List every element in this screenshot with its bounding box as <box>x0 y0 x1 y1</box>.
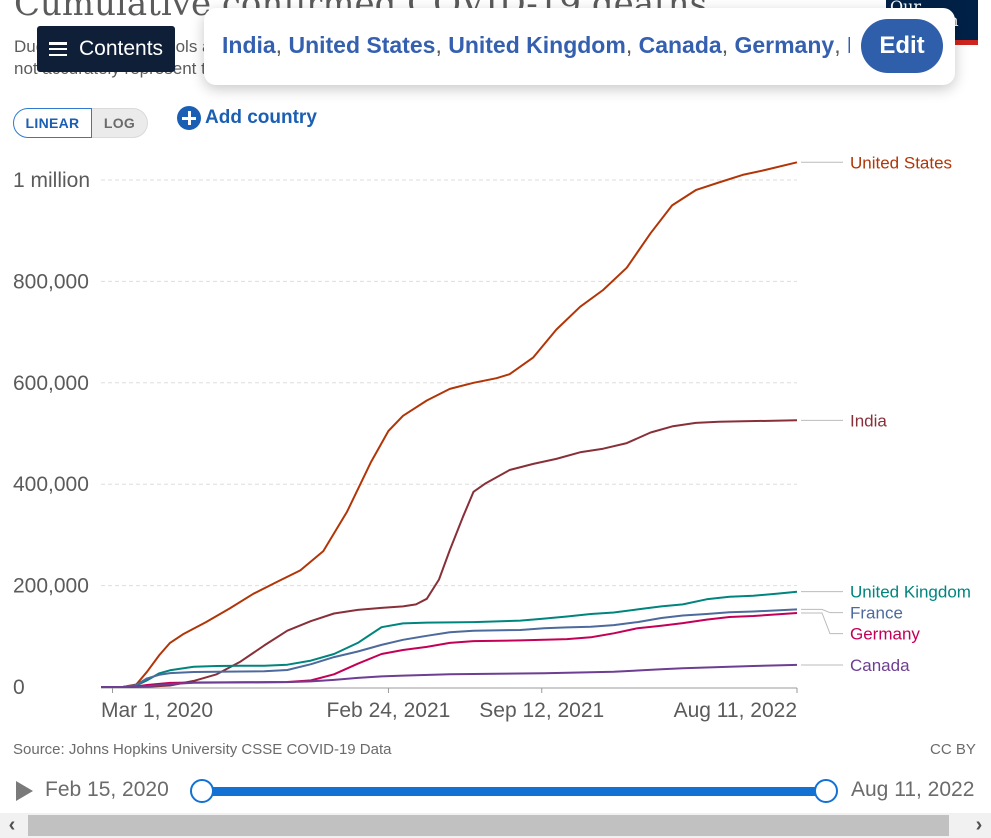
selected-country[interactable]: India <box>222 32 276 58</box>
linear-scale-button[interactable]: LINEAR <box>13 108 92 138</box>
legend-label[interactable]: India <box>850 411 887 430</box>
add-country-label: Add country <box>205 107 317 128</box>
country-separator: , <box>435 32 449 58</box>
series-line-france[interactable] <box>100 608 798 688</box>
series-line-india[interactable] <box>101 419 798 688</box>
y-tick-label: 1 million <box>13 169 90 192</box>
horizontal-scrollbar[interactable]: ‹ › <box>0 813 991 838</box>
x-tick-label: Sep 12, 2021 <box>479 699 604 722</box>
timeline-start-label: Feb 15, 2020 <box>45 778 169 801</box>
y-tick-label: 800,000 <box>13 270 89 293</box>
contents-button[interactable]: Contents <box>37 26 175 72</box>
legend-label[interactable]: Germany <box>850 625 920 644</box>
selected-countries-panel: India, United States, United Kingdom, Ca… <box>204 8 955 85</box>
series-line-germany[interactable] <box>101 612 798 688</box>
selected-countries-list: India, United States, United Kingdom, Ca… <box>222 32 850 59</box>
scrollbar-thumb[interactable] <box>28 815 949 836</box>
series-line-united-states[interactable] <box>100 161 798 688</box>
source-note[interactable]: Source: Johns Hopkins University CSSE CO… <box>13 741 392 758</box>
legend-connector <box>801 608 843 614</box>
timeline-track[interactable] <box>202 787 826 796</box>
play-icon[interactable] <box>16 781 33 801</box>
y-tick-label: 600,000 <box>13 372 89 395</box>
plus-circle-icon <box>177 106 201 130</box>
x-tick-label: Aug 11, 2022 <box>674 699 797 722</box>
y-tick-label: 200,000 <box>13 575 89 598</box>
country-separator: , <box>834 32 847 58</box>
scale-toggle: LINEAR LOG <box>13 108 148 138</box>
country-separator: , <box>721 32 735 58</box>
country-separator: , <box>275 32 289 58</box>
series-line-canada[interactable] <box>101 663 798 688</box>
legend-label[interactable]: France <box>850 604 903 623</box>
legend-label[interactable]: Canada <box>850 656 910 675</box>
legend-connector <box>801 612 843 635</box>
selected-country[interactable]: United States <box>288 32 436 58</box>
timeline-end-label: Aug 11, 2022 <box>851 778 975 801</box>
add-country-button[interactable]: Add country <box>177 106 317 130</box>
selected-country[interactable]: Canada <box>638 32 722 58</box>
scroll-right-arrow-icon[interactable]: › <box>975 814 983 836</box>
x-tick-label: Mar 1, 2020 <box>101 699 213 722</box>
scroll-left-arrow-icon[interactable]: ‹ <box>8 814 16 836</box>
contents-label: Contents <box>79 37 164 60</box>
timeline-start-handle[interactable] <box>190 779 214 803</box>
timeline-end-handle[interactable] <box>814 779 838 803</box>
y-tick-label: 0 <box>13 676 25 699</box>
log-scale-button[interactable]: LOG <box>92 108 148 138</box>
selected-country[interactable]: France <box>847 32 850 58</box>
line-chart: 0 200,000 400,000 600,000 800,000 1 million Ma… <box>13 153 971 722</box>
hamburger-icon <box>49 42 67 56</box>
series-line-united-kingdom[interactable] <box>100 590 798 688</box>
country-separator: , <box>625 32 639 58</box>
license-link[interactable]: CC BY <box>930 741 976 758</box>
edit-countries-button[interactable]: Edit <box>861 19 943 73</box>
y-tick-label: 400,000 <box>13 473 89 496</box>
x-tick-label: Feb 24, 2021 <box>327 699 451 722</box>
legend-label[interactable]: United States <box>850 153 952 172</box>
selected-country[interactable]: Germany <box>734 32 835 58</box>
selected-country[interactable]: United Kingdom <box>448 32 626 58</box>
legend-label[interactable]: United Kingdom <box>850 583 971 602</box>
